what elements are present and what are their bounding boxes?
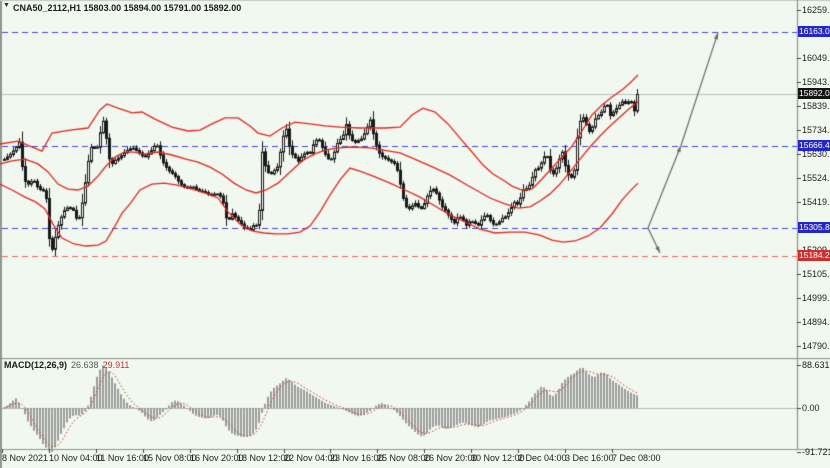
price-level-badge: 15666.41	[798, 140, 830, 151]
price-level-badge: 15892.00	[798, 88, 830, 99]
price-level-badge: 15305.81	[798, 222, 830, 233]
price-level-badge: 15184.26	[798, 250, 830, 261]
symbol-dropdown-icon[interactable]: ▼	[3, 2, 10, 9]
price-level-badge: 16163.00	[798, 26, 830, 37]
